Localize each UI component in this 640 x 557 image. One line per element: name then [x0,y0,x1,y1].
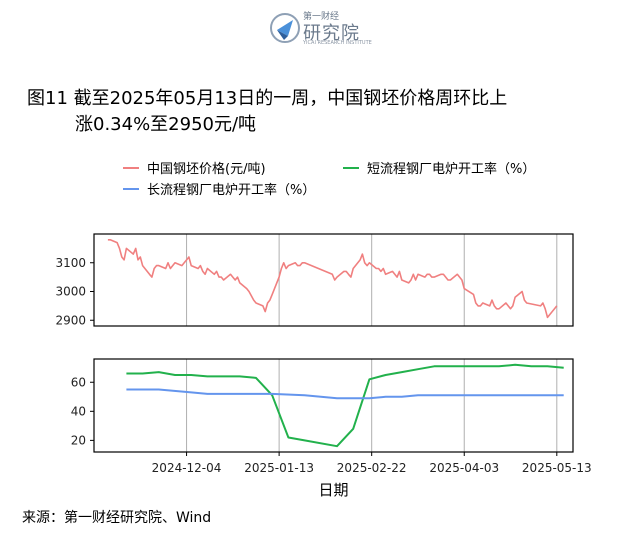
x-tick-label: 2025-04-03 [429,461,499,475]
legend-label-price: 中国钢坯价格(元/吨) [147,162,266,177]
logo: 第一财经 研究院 YICAI RESEARCH INSTITUTE [268,8,388,48]
series-line-short [126,363,564,448]
legend-label-long: 长流程钢厂电炉开工率（%） [147,183,316,198]
y-tick-label: 3000 [55,285,86,299]
logo-top-text: 第一财经 [303,12,340,22]
legend-label-short: 短流程钢厂电炉开工率（%） [367,162,536,177]
y-tick-label: 60 [71,375,86,389]
x-axis-label: 日期 [318,481,348,499]
logo-sub-text: YICAI RESEARCH INSTITUTE [303,40,372,46]
legend-swatch-price [123,166,139,169]
chart-title-line1: 图11 截至2025年05月13日的一周，中国钢坯价格周环比上 [27,88,508,109]
x-tick-label: 2025-02-22 [337,461,407,475]
panel-frame [93,358,574,453]
legend-item-price: 中国钢坯价格(元/吨) [123,158,266,177]
x-tick-label: 2025-05-13 [522,461,592,475]
panel-frame [93,233,574,327]
series-line-price [107,239,558,319]
legend-swatch-short [343,166,359,169]
y-tick-label: 40 [71,404,86,418]
chart-title-line2: 涨0.34%至2950元/吨 [75,114,257,135]
legend-item-short: 短流程钢厂电炉开工率（%） [343,158,535,177]
y-tick-label: 20 [71,433,86,447]
y-tick-label: 3100 [55,256,86,270]
legend-item-long: 长流程钢厂电炉开工率（%） [123,179,315,198]
x-tick-label: 2025-01-13 [244,461,314,475]
x-tick-label: 2024-12-04 [152,461,222,475]
logo-main-text: 研究院 [303,23,360,44]
logo-mark-icon [270,13,300,43]
legend-swatch-long [123,187,139,190]
source-note: 来源：第一财经研究院、Wind [22,510,212,526]
series-line-long [126,388,564,400]
legend: 中国钢坯价格(元/吨) 短流程钢厂电炉开工率（%） 长流程钢厂电炉开工率（%） [0,150,640,200]
y-tick-label: 2900 [55,313,86,327]
chart-title: 图11 截至2025年05月13日的一周，中国钢坯价格周环比上 涨0.34%至2… [27,86,627,138]
